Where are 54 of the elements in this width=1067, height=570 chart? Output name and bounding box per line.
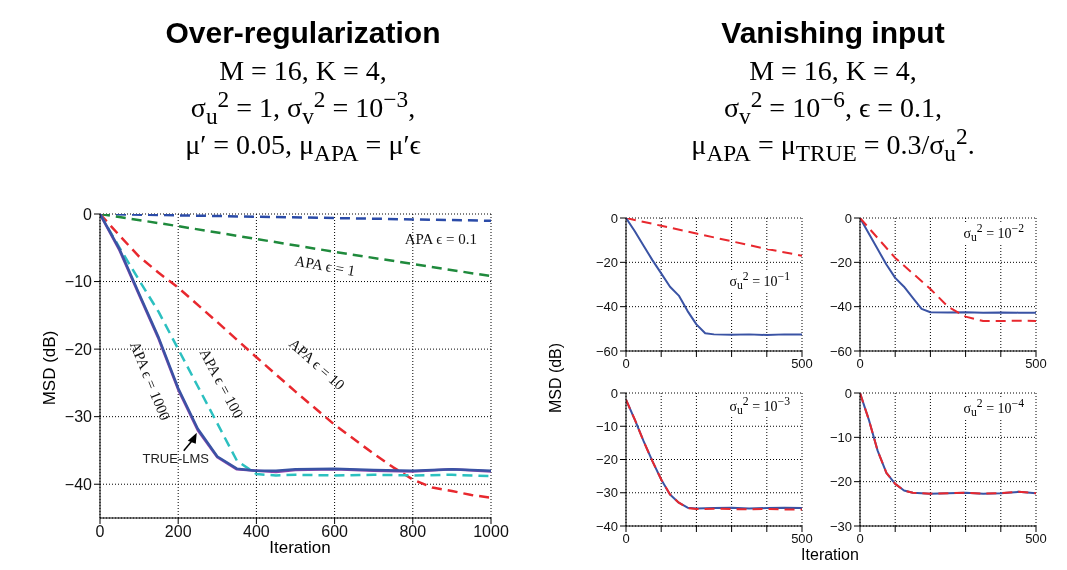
y-tick-label: 0 — [610, 210, 618, 226]
annotation: σ$_{u}$$^{2}$ = 10$^{−4}$ — [963, 397, 1024, 420]
x-tick-label: 0 — [95, 523, 105, 541]
y-tick-label: −40 — [64, 475, 93, 493]
annotation: σ$_{u}$$^{2}$ = 10$^{−1}$ — [729, 270, 790, 293]
series-label: APA ϵ = 0.1 — [404, 231, 477, 248]
x-tick-label: 500 — [791, 531, 813, 547]
y-tick-label: −20 — [595, 254, 618, 270]
text: APA ϵ = 10 — [285, 335, 348, 394]
y-tick-label: −30 — [829, 518, 852, 534]
y-tick-label: −30 — [64, 408, 93, 426]
x-tick-label: 800 — [399, 523, 427, 541]
text: APA ϵ = 1 — [293, 253, 357, 280]
x-tick-label: 200 — [164, 523, 192, 541]
x-tick-label: 400 — [243, 523, 270, 541]
x-tick-label: 600 — [321, 523, 349, 541]
annotation: σ$_{u}$$^{2}$ = 10$^{−2}$ — [963, 222, 1024, 245]
y-tick-label: 0 — [83, 205, 93, 223]
y-tick-label: −40 — [595, 299, 618, 315]
text: M = 16, K = 4, σ$_{u}$$^{2}$ = 1, σ$_{v}$$^{2}$ = 10$^{−3}$, μ′ = 0.05, μ$_{APA}$ = μ′ϵ — [185, 55, 421, 166]
y-tick-label: 0 — [844, 385, 852, 401]
text: APA ϵ = 100 — [196, 346, 247, 421]
x-tick-label: 500 — [1025, 531, 1047, 547]
text: M = 16, K = 4, σ$_{v}$$^{2}$ = 10$^{−6}$, ϵ = 0.1, μ$_{APA}$ = μ$_{TRUE}$ = 0.3/σ$_{u}$$^{2}$. — [691, 55, 975, 166]
y-tick-label: −60 — [829, 343, 852, 359]
x-tick-label: 0 — [622, 531, 630, 547]
annotation: σ$_{u}$$^{2}$ = 10$^{−3}$ — [729, 395, 790, 418]
x-tick-label: 0 — [856, 531, 864, 547]
y-tick-label: −20 — [64, 340, 93, 358]
y-tick-label: −40 — [595, 518, 618, 534]
y-tick-label: −10 — [829, 429, 852, 445]
y-axis-title: MSD (dB) — [547, 342, 565, 414]
series-label: TRUE-LMS — [142, 450, 210, 466]
x-tick-label: 0 — [622, 356, 630, 372]
y-tick-label: −30 — [595, 485, 618, 501]
text: APA ϵ = 1000 — [126, 339, 173, 423]
y-tick-label: 0 — [610, 385, 618, 401]
y-tick-label: 0 — [844, 210, 852, 226]
x-axis-title: Iteration — [801, 546, 859, 564]
y-tick-label: −20 — [829, 474, 852, 490]
chart-title: Vanishing input — [720, 16, 946, 50]
x-axis-title: Iteration — [269, 538, 331, 558]
y-tick-label: −20 — [595, 452, 618, 468]
x-tick-label: 0 — [856, 356, 864, 372]
y-tick-label: −40 — [829, 299, 852, 315]
y-axis-title: MSD (dB) — [40, 330, 60, 406]
chart-title: Over-regularization — [164, 16, 442, 50]
x-tick-label: 1000 — [473, 523, 509, 541]
y-tick-label: −20 — [829, 254, 852, 270]
x-tick-label: 500 — [1025, 356, 1047, 372]
y-tick-label: −60 — [595, 343, 618, 359]
x-tick-label: 500 — [791, 356, 813, 372]
y-tick-label: −10 — [595, 418, 618, 434]
y-tick-label: −10 — [64, 273, 93, 291]
